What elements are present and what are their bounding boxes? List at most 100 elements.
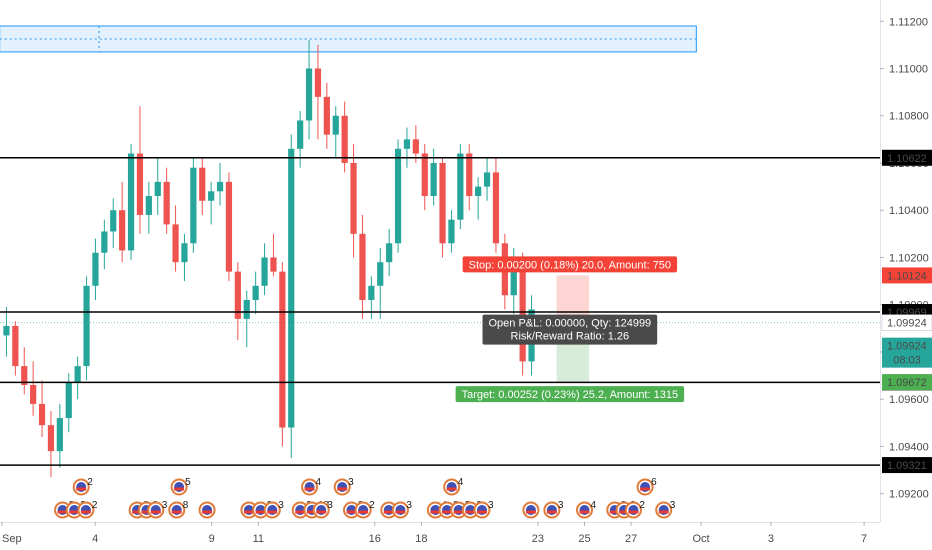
event-marker-bottom[interactable]: 3 [655,500,676,519]
position-labels: Stop: 0.00200 (0.18%) 20.0, Amount: 750 … [455,256,685,403]
candle-body [314,68,322,97]
date-price-range[interactable] [0,25,697,53]
candle-body [101,231,108,253]
candle-body [510,262,517,296]
event-count: 3 [488,500,494,511]
flag-stripe [69,510,80,514]
flag-stripe [453,510,464,514]
y-tick-label: 1.11200 [889,16,928,28]
event-count: 3 [348,477,354,488]
candle-body [74,366,81,383]
short-position-tool[interactable] [0,275,880,383]
flag-stripe [640,487,651,491]
candle-body [323,96,330,135]
candle-body [136,153,144,215]
target-price-label: 1.09672 [887,377,927,389]
candle-body [421,153,428,197]
level-price-label: 1.10622 [887,153,927,165]
candle-body [466,153,473,197]
event-marker-bottom[interactable]: 3 [543,500,564,519]
event-count: 3 [327,500,333,511]
candle-body [56,418,63,452]
flag-stripe [358,510,369,514]
event-marker-bottom[interactable] [198,501,216,519]
event-marker-top[interactable]: 5 [170,477,192,496]
flag-stripe [446,487,457,491]
flag-stripe [171,510,182,514]
x-axis: Sep 4 9 11 16 18 23 25 27 Oct 3 7 [1,522,867,545]
flag-stripe [150,510,161,514]
event-marker-bottom[interactable] [522,501,540,519]
level-price-label: 1.09321 [887,460,927,472]
event-count: 3 [406,500,412,511]
candle-body [332,115,339,135]
stop-label-box [462,256,678,273]
stop-label: Stop: 0.00200 (0.18%) 20.0, Amount: 750 [469,259,671,271]
candle-body [270,257,277,272]
candle-body [21,366,28,386]
candle-body [30,385,37,404]
candle-body [475,186,482,197]
event-marker-top[interactable]: 4 [443,477,464,496]
y-tick-label: 1.09400 [889,441,929,453]
event-marker-bottom[interactable]: 3 [312,500,334,519]
candle-body [341,115,348,163]
event-marker-bottom[interactable]: 3 [147,500,168,519]
event-marker-bottom[interactable]: 4 [576,500,597,519]
flag-stripe [243,510,254,514]
candle-body [261,257,268,286]
event-marker-bottom[interactable]: 2 [624,500,646,519]
flag-stripe [383,510,394,514]
event-marker-bottom[interactable]: 2 [77,500,98,519]
event-marker-top[interactable]: 3 [333,477,355,496]
candle-body [377,262,384,286]
event-marker-bottom[interactable]: 3 [473,500,494,519]
candle-body [279,271,286,428]
target-label-box [455,386,685,403]
level-price-label-box [882,457,932,474]
event-marker-top[interactable]: 6 [636,477,658,496]
candle-body [38,403,46,426]
flag-stripe [57,510,68,514]
event-count: 5 [185,477,191,488]
flag-stripe [609,510,620,514]
candle-body [297,120,304,149]
y-axis[interactable]: 1.112001.110001.108001.106001.104001.102… [880,16,932,501]
range-box[interactable] [0,25,697,53]
candle-body [305,68,313,121]
event-count: 3 [558,500,564,511]
flag-stripe [132,510,143,514]
candle-body [127,153,135,251]
entry-price-label-box [881,314,932,331]
event-marker-bottom[interactable]: 3 [391,500,413,519]
event-marker-top[interactable]: 2 [72,477,94,496]
candle-body [412,139,419,154]
flag-stripe [255,510,266,514]
event-marker-bottom[interactable]: 8 [168,500,189,519]
x-tick-label: Oct [692,533,709,545]
flag-stripe [525,510,536,514]
economic-events[interactable]: 254346232333823310362342233342223 [54,477,676,519]
flag-stripe [395,510,406,514]
event-count: 2 [369,500,375,511]
candle-body [83,285,90,367]
flag-stripe [430,510,441,514]
event-marker-bottom[interactable]: 3 [263,500,285,519]
candle-body [483,172,491,187]
event-marker-top[interactable]: 4 [301,477,322,496]
candle-body [243,299,250,319]
candle-body [208,191,215,201]
current-price-box [882,337,932,368]
target-label: Target: 0.00252 (0.23%) 25.2, Amount: 13… [462,389,678,401]
x-tick-label: 9 [209,533,215,545]
y-tick-label: 1.09600 [889,394,929,406]
event-marker-bottom[interactable]: 2 [354,500,376,519]
flag-stripe [442,510,453,514]
horizontal-levels[interactable] [0,157,880,466]
event-count: 3 [162,500,168,511]
flag-stripe [267,510,278,514]
pnl-label-box [482,314,658,345]
candle-body [359,233,366,300]
